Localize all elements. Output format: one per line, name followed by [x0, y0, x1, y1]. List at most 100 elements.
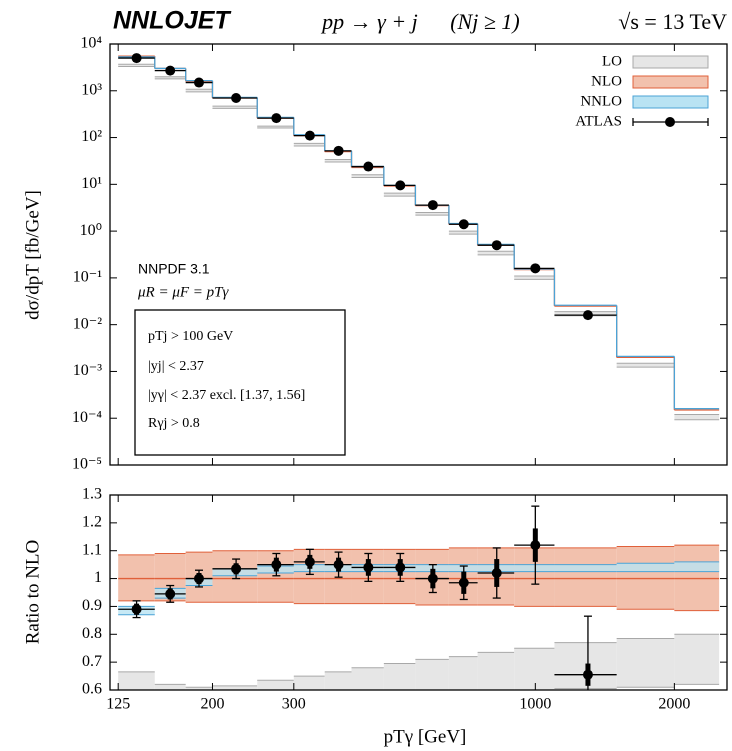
band	[383, 663, 416, 690]
band	[616, 563, 675, 572]
y-tick-label: 1.2	[82, 514, 102, 531]
y-tick-label: 10⁻²	[73, 315, 102, 332]
band	[118, 554, 155, 601]
plot-area	[118, 505, 720, 690]
band	[477, 251, 515, 255]
frame	[109, 494, 728, 691]
y-tick-label: 1	[94, 569, 102, 586]
plot-area	[118, 53, 720, 421]
data-point	[458, 219, 469, 230]
band	[616, 546, 675, 610]
band	[415, 212, 449, 216]
band	[383, 193, 416, 197]
data-point	[231, 563, 242, 574]
y-tick-label: 10¹	[81, 175, 102, 192]
energy: √s = 13 TeV	[618, 9, 727, 34]
y-tick-label: 10³	[81, 81, 102, 98]
band	[154, 684, 186, 690]
x-tick-label: 1000	[519, 696, 551, 713]
band	[616, 363, 675, 368]
cut: pTj > 100 GeV	[148, 329, 233, 344]
y-tick-label: 10⁻¹	[73, 269, 102, 286]
x-tick-label: 125	[106, 696, 130, 713]
band	[415, 564, 449, 572]
band	[324, 671, 352, 690]
y-tick-label: 10⁰	[80, 222, 102, 239]
band	[293, 143, 325, 146]
band	[185, 687, 213, 690]
data-point	[304, 130, 315, 141]
process: pp → γ + j	[320, 9, 418, 34]
data-point	[333, 145, 344, 156]
chart-title: NNLOJET	[113, 7, 232, 35]
data-point	[491, 568, 502, 578]
band	[616, 638, 675, 688]
band	[257, 126, 294, 129]
y-tick-label: 10²	[81, 128, 102, 145]
data-point	[271, 559, 282, 570]
band	[324, 159, 352, 163]
cut: |yj| < 2.37	[148, 359, 204, 374]
y-tick-label: 1.1	[82, 541, 102, 558]
data-point	[165, 588, 176, 599]
data-point	[165, 65, 176, 76]
band	[351, 174, 384, 178]
data-point	[530, 263, 541, 274]
band	[415, 659, 449, 690]
band	[257, 680, 294, 690]
data-point	[271, 113, 282, 124]
band	[674, 545, 720, 611]
y-tick-label: 0.8	[82, 625, 102, 642]
y-axis-label: dσ/dpT [fb/GeV]	[22, 190, 43, 320]
data-point	[395, 180, 406, 191]
legend-swatch	[665, 117, 675, 127]
band	[212, 106, 258, 109]
band	[118, 64, 155, 67]
y-tick-label: 10⁻⁵	[72, 456, 102, 473]
cut: Rγj > 0.8	[148, 416, 200, 431]
y-axis-label: Ratio to NLO	[22, 540, 43, 645]
x-tick-label: 300	[282, 696, 306, 713]
annotation: μR = μF = pTγ	[137, 284, 229, 300]
y-tick-label: 0.7	[82, 653, 102, 670]
annotation: NNPDF 3.1	[138, 261, 210, 277]
legend-label: LO	[602, 53, 622, 69]
data-point	[491, 240, 502, 251]
data-point	[427, 200, 438, 211]
band	[448, 231, 478, 235]
band	[674, 561, 720, 572]
band	[674, 634, 720, 685]
band	[185, 89, 213, 92]
data-point	[131, 53, 142, 64]
band	[674, 414, 720, 420]
data-point	[395, 562, 406, 573]
data-point	[458, 577, 469, 588]
frame	[109, 43, 728, 466]
band	[118, 671, 155, 690]
x-tick-label: 2000	[658, 696, 690, 713]
data-point	[582, 669, 593, 680]
cuts-box	[134, 309, 346, 456]
band	[554, 564, 617, 572]
band	[154, 76, 186, 79]
legend-swatch	[632, 95, 709, 109]
y-tick-label: 10⁻⁴	[72, 409, 102, 426]
data-point	[530, 540, 541, 551]
data-point	[363, 161, 374, 172]
y-tick-label: 10⁴	[80, 35, 102, 52]
data-point	[131, 604, 142, 615]
data-point	[427, 573, 438, 584]
data-point	[304, 556, 315, 567]
band	[293, 676, 325, 690]
band	[514, 648, 555, 690]
band	[448, 656, 478, 690]
y-tick-label: 0.6	[82, 681, 102, 698]
data-point	[193, 573, 204, 584]
band	[351, 549, 384, 604]
legend-swatch	[632, 75, 709, 89]
y-tick-label: 10⁻³	[73, 362, 102, 379]
band	[477, 652, 515, 690]
y-tick-label: 1.3	[82, 486, 102, 503]
band	[554, 547, 617, 607]
data-point	[193, 77, 204, 88]
